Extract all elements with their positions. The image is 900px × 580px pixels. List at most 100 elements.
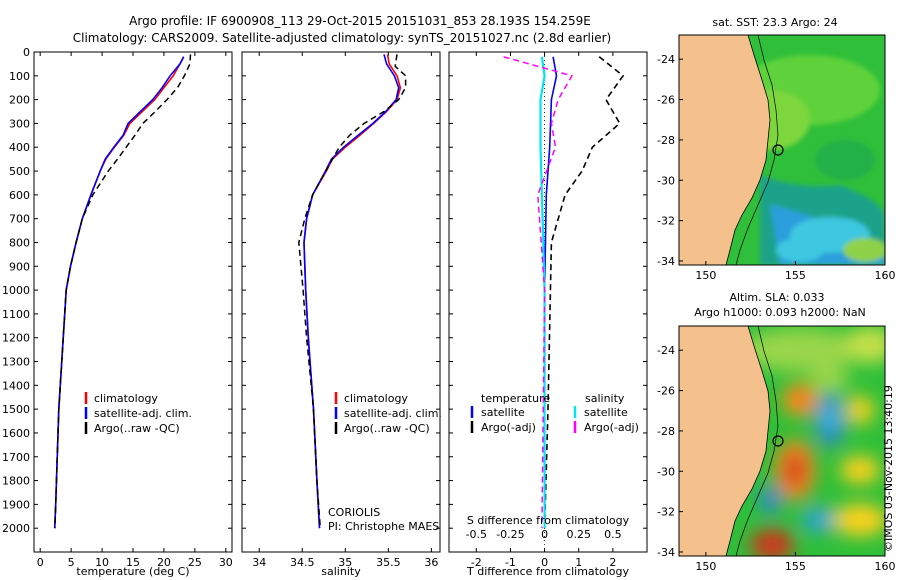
salinity-panel: 34 34.5 35 35.5 36 salinity climatology sate…	[241, 51, 442, 578]
salinity-axes: 34 34.5 35 35.5 36	[242, 51, 440, 569]
s-difference-xlabel: S difference from climatology	[467, 514, 630, 527]
sla-map-axes: 150 155 160 -24 -26 -28 -30 -32 -34	[657, 344, 895, 573]
map-y-tick-label: -32	[657, 506, 675, 519]
map-y-tick-label: -24	[657, 53, 675, 66]
legend-label-t-argo: Argo(-adj)	[481, 421, 536, 434]
temperature-axes: 0 5 10 15 20 25 300100200300400500600700800900…	[2, 46, 233, 569]
x-tick-label: 34	[252, 556, 266, 569]
x-tick-label: -1	[505, 556, 516, 569]
y-tick-label: 300	[9, 117, 30, 130]
diff-line-3	[503, 56, 574, 529]
x-tick-label: 25	[188, 556, 202, 569]
series-line-argo-raw-qc-	[298, 54, 407, 529]
x-tick-label: -2	[471, 556, 482, 569]
y-tick-label: 1800	[2, 475, 30, 488]
y-tick-label: 500	[9, 165, 30, 178]
header-line-1: Argo profile: IF 6900908_113 29-Oct-2015…	[129, 14, 591, 28]
sla-land	[679, 326, 771, 556]
map-x-tick-label: 155	[785, 560, 806, 573]
y-tick-label: 900	[9, 260, 30, 273]
series-line-argo-raw-qc-	[54, 54, 192, 529]
legend-label-argo: Argo(..raw -QC)	[344, 422, 430, 435]
sla-map-subtitle: Argo h1000: 0.093 h2000: NaN	[694, 306, 866, 319]
y-tick-label: 1300	[2, 356, 30, 369]
legend-label-climatology: climatology	[344, 392, 408, 405]
x-tick-label: 36	[424, 556, 438, 569]
sla-isobath	[735, 326, 779, 556]
salinity-legend: climatology satellite-adj. clim. Argo(..…	[334, 392, 442, 435]
x-tick-label: 5	[68, 556, 75, 569]
x-tick-label: 15	[126, 556, 140, 569]
difference-axes: -2 -1 0 1 2 -0.5 -0.25 0 0.25 0.5	[449, 51, 647, 569]
salinity-xlabel: salinity	[321, 565, 361, 578]
coriolis-label: CORIOLIS	[328, 506, 380, 519]
legend-label-argo: Argo(..raw -QC)	[94, 422, 180, 435]
map-x-tick-label: 160	[875, 560, 896, 573]
map-y-tick-label: -34	[657, 546, 675, 559]
map-y-tick-label: -28	[657, 425, 675, 438]
map-x-tick-label: 160	[875, 269, 896, 282]
y-tick-label: 600	[9, 189, 30, 202]
x-tick-label: 0	[37, 556, 44, 569]
x-tick-label: 20	[157, 556, 171, 569]
sst-map: sat. SST: 23.3 Argo: 24 150 155 160 -24 -26 -…	[657, 16, 895, 282]
x-tick-label: 34.5	[290, 556, 315, 569]
series-line-climatology	[303, 54, 402, 529]
x-tick-label: 2	[609, 556, 616, 569]
legend-label-satellite: satellite-adj. clim.	[344, 407, 442, 420]
sla-map-title: Altim. SLA: 0.033	[729, 291, 824, 304]
s-tick-label: -0.25	[496, 528, 524, 541]
difference-lines	[503, 52, 625, 552]
x-tick-label: 0	[541, 556, 548, 569]
y-tick-label: 1000	[2, 284, 30, 297]
y-tick-label: 0	[23, 46, 30, 59]
legend-label-s-argo: Argo(-adj)	[584, 421, 639, 434]
y-tick-label: 700	[9, 213, 30, 226]
map-y-tick-label: -26	[657, 385, 675, 398]
y-tick-label: 1100	[2, 308, 30, 321]
y-tick-label: 100	[9, 70, 30, 83]
x-tick-label: 35.5	[376, 556, 401, 569]
map-y-tick-label: -26	[657, 94, 675, 107]
header-line-2: Climatology: CARS2009. Satellite-adjuste…	[73, 31, 611, 45]
x-tick-label: 10	[95, 556, 109, 569]
salinity-lines	[298, 54, 407, 529]
x-tick-label: 30	[219, 556, 233, 569]
s-tick-label: 0	[541, 528, 548, 541]
y-tick-label: 1700	[2, 451, 30, 464]
y-tick-label: 1200	[2, 332, 30, 345]
s-tick-label: 0.5	[604, 528, 622, 541]
series-line-satellite-adj-clim-	[53, 56, 185, 529]
temperature-panel: 0 5 10 15 20 25 300100200300400500600700800900…	[2, 46, 233, 578]
sst-map-title: sat. SST: 23.3 Argo: 24	[712, 16, 837, 29]
y-tick-label: 1400	[2, 379, 30, 392]
map-y-tick-label: -28	[657, 134, 675, 147]
sst-isobath	[735, 35, 779, 265]
y-tick-label: 1600	[2, 427, 30, 440]
difference-legend: temperature salinity satellite Argo(-adj…	[470, 392, 639, 434]
y-tick-label: 2000	[2, 522, 30, 535]
map-y-tick-label: -34	[657, 255, 675, 268]
legend-label-s-satellite: satellite	[584, 406, 628, 419]
legend-label-t-satellite: satellite	[481, 406, 525, 419]
t-difference-xlabel: T difference from climatology	[466, 565, 629, 578]
map-x-tick-label: 150	[695, 269, 716, 282]
temperature-legend: climatology satellite-adj. clim. Argo(..…	[84, 392, 192, 435]
map-y-tick-label: -24	[657, 344, 675, 357]
x-tick-label: 35	[338, 556, 352, 569]
legend-title-temperature: temperature	[481, 392, 550, 405]
temperature-xlabel: temperature (deg C)	[76, 565, 189, 578]
map-y-tick-label: -30	[657, 174, 675, 187]
series-line-satellite-adj-clim-	[303, 54, 400, 529]
map-y-tick-label: -30	[657, 465, 675, 478]
y-tick-label: 800	[9, 236, 30, 249]
legend-label-climatology: climatology	[94, 392, 158, 405]
sst-argo-marker	[772, 144, 784, 156]
legend-title-salinity: salinity	[585, 392, 625, 405]
sla-field-texture	[740, 327, 885, 556]
y-tick-label: 200	[9, 94, 30, 107]
temperature-lines	[53, 54, 192, 529]
difference-panel: -2 -1 0 1 2 -0.5 -0.25 0 0.25 0.5 T difference fr…	[448, 51, 648, 578]
map-x-tick-label: 155	[785, 269, 806, 282]
